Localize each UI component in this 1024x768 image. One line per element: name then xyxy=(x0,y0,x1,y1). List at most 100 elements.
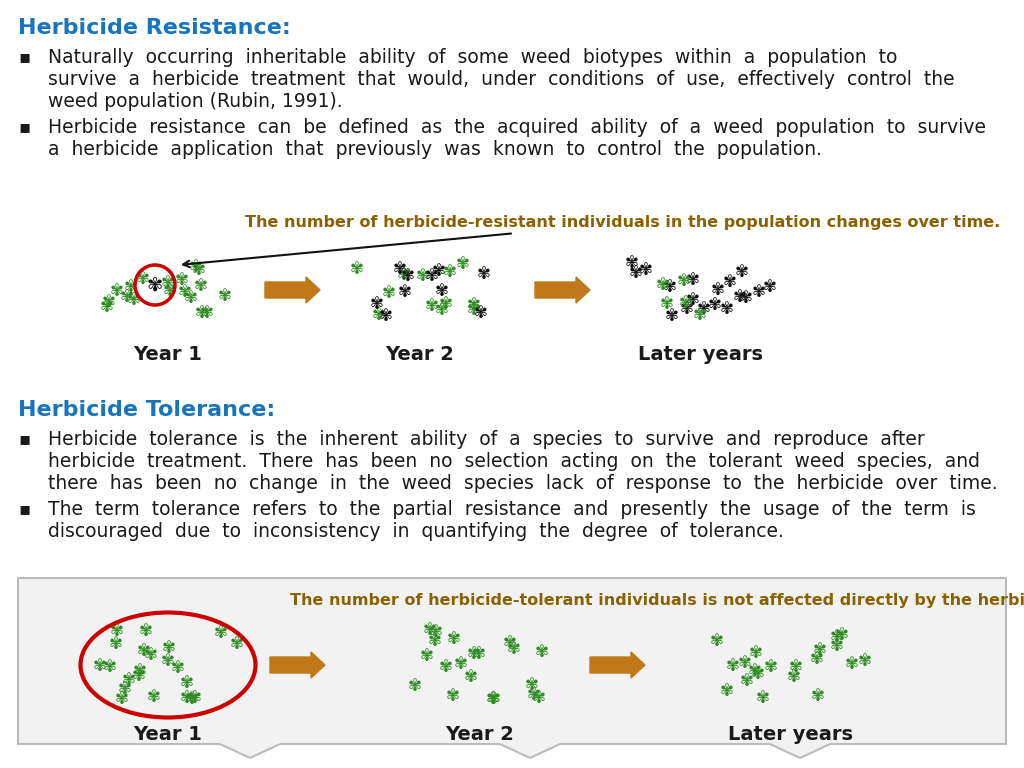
Text: ✾: ✾ xyxy=(756,690,769,707)
Text: ✾: ✾ xyxy=(734,263,749,281)
Text: ✾: ✾ xyxy=(663,278,676,296)
FancyArrow shape xyxy=(590,652,645,678)
Text: ✾: ✾ xyxy=(677,272,690,290)
Text: ✾: ✾ xyxy=(439,658,453,676)
Text: ✾: ✾ xyxy=(686,290,699,309)
Text: Later years: Later years xyxy=(727,725,853,744)
Text: The  term  tolerance  refers  to  the  partial  resistance  and  presently  the : The term tolerance refers to the partial… xyxy=(48,500,976,519)
Text: ✾: ✾ xyxy=(194,277,207,296)
Text: ✾: ✾ xyxy=(525,676,539,694)
Text: survive  a  herbicide  treatment  that  would,  under  conditions  of  use,  eff: survive a herbicide treatment that would… xyxy=(48,70,954,89)
Text: ✾: ✾ xyxy=(708,296,722,313)
Text: ✾: ✾ xyxy=(503,634,517,652)
Text: ✾: ✾ xyxy=(117,680,131,698)
Text: ✾: ✾ xyxy=(723,273,737,291)
Text: Herbicide  resistance  can  be  defined  as  the  acquired  ability  of  a  weed: Herbicide resistance can be defined as t… xyxy=(48,118,986,137)
Text: ✾: ✾ xyxy=(738,654,752,672)
Text: ✾: ✾ xyxy=(456,255,470,273)
Text: Herbicide Resistance:: Herbicide Resistance: xyxy=(18,18,291,38)
Text: herbicide  treatment.  There  has  been  no  selection  acting  on  the  toleran: herbicide treatment. There has been no s… xyxy=(48,452,980,471)
Text: ✾: ✾ xyxy=(739,672,754,690)
Text: ✾: ✾ xyxy=(638,261,652,279)
Text: ✾: ✾ xyxy=(425,297,439,315)
Text: ✾: ✾ xyxy=(485,690,499,708)
Text: ✾: ✾ xyxy=(526,687,541,704)
Text: ✾: ✾ xyxy=(720,682,734,700)
Text: ✾: ✾ xyxy=(144,646,158,664)
Text: ✾: ✾ xyxy=(829,628,844,646)
Text: ✾: ✾ xyxy=(749,661,762,680)
Text: ✾: ✾ xyxy=(200,304,214,322)
Text: ✾: ✾ xyxy=(680,300,693,318)
Text: ✾: ✾ xyxy=(401,267,415,286)
Text: ✾: ✾ xyxy=(507,640,521,657)
Text: ✾: ✾ xyxy=(446,631,461,648)
Text: ✾: ✾ xyxy=(835,626,849,644)
FancyArrow shape xyxy=(535,277,590,303)
Text: ✾: ✾ xyxy=(857,652,871,670)
Text: ✾: ✾ xyxy=(466,296,480,314)
Text: ✾: ✾ xyxy=(163,282,176,300)
Text: ✾: ✾ xyxy=(659,295,674,313)
Text: ✾: ✾ xyxy=(213,624,227,642)
Text: ✾: ✾ xyxy=(416,267,429,285)
Text: ▪: ▪ xyxy=(18,500,31,518)
Text: ✾: ✾ xyxy=(751,664,765,683)
Text: ✾: ✾ xyxy=(393,260,407,278)
Text: ✾: ✾ xyxy=(372,306,385,324)
Text: ✾: ✾ xyxy=(109,635,122,654)
Text: ✾: ✾ xyxy=(146,688,161,706)
Text: ✾: ✾ xyxy=(692,306,707,324)
Text: ✾: ✾ xyxy=(124,278,137,296)
Text: there  has  been  no  change  in  the  weed  species  lack  of  response  to  th: there has been no change in the weed spe… xyxy=(48,474,997,493)
Text: ✾: ✾ xyxy=(115,690,129,708)
Text: ✾: ✾ xyxy=(464,668,477,687)
Text: ✾: ✾ xyxy=(656,276,670,294)
Text: ✾: ✾ xyxy=(191,261,206,279)
Text: ✾: ✾ xyxy=(738,289,753,306)
Text: ✾: ✾ xyxy=(102,658,116,677)
Text: ✾: ✾ xyxy=(434,282,449,300)
Text: ✾: ✾ xyxy=(127,291,141,309)
Text: ✾: ✾ xyxy=(161,274,175,292)
Text: ✾: ✾ xyxy=(133,662,147,680)
Text: ✾: ✾ xyxy=(175,271,188,289)
Text: ✾: ✾ xyxy=(445,687,460,705)
Text: ✾: ✾ xyxy=(92,657,106,675)
Text: Herbicide Tolerance:: Herbicide Tolerance: xyxy=(18,400,275,420)
Text: Naturally  occurring  inheritable  ability  of  some  weed  biotypes  within  a : Naturally occurring inheritable ability … xyxy=(48,48,897,67)
Text: ✾: ✾ xyxy=(120,287,134,306)
Text: ✾: ✾ xyxy=(811,687,824,705)
Text: ✾: ✾ xyxy=(434,301,449,319)
Text: ✾: ✾ xyxy=(188,258,203,276)
Text: ✾: ✾ xyxy=(382,284,396,303)
Text: ✾: ✾ xyxy=(829,637,844,655)
Text: ✾: ✾ xyxy=(454,655,467,674)
Text: ✾: ✾ xyxy=(486,690,500,708)
Text: ✾: ✾ xyxy=(422,621,436,639)
Text: ✾: ✾ xyxy=(813,641,826,660)
Text: ✾: ✾ xyxy=(350,260,364,277)
Text: ✾: ✾ xyxy=(473,303,487,322)
Text: ✾: ✾ xyxy=(188,690,202,707)
Text: ✾: ✾ xyxy=(752,283,765,301)
Text: Year 1: Year 1 xyxy=(133,345,203,364)
Text: ✾: ✾ xyxy=(679,294,693,312)
Text: Year 2: Year 2 xyxy=(386,345,455,364)
FancyArrow shape xyxy=(270,652,325,678)
Text: ✾: ✾ xyxy=(720,300,734,318)
Text: ✾: ✾ xyxy=(625,253,639,272)
Text: ▪: ▪ xyxy=(18,118,31,136)
FancyArrow shape xyxy=(265,277,319,303)
Text: ✾: ✾ xyxy=(432,262,445,280)
Text: ✾: ✾ xyxy=(146,276,163,294)
Text: ✾: ✾ xyxy=(184,690,198,708)
Text: ✾: ✾ xyxy=(110,622,123,640)
Text: ✾: ✾ xyxy=(397,283,412,301)
Text: ✾: ✾ xyxy=(180,689,194,707)
Text: ✾: ✾ xyxy=(711,281,725,300)
Text: ✾: ✾ xyxy=(535,643,549,660)
Text: ✾: ✾ xyxy=(472,645,486,663)
Text: Herbicide  tolerance  is  the  inherent  ability  of  a  species  to  survive  a: Herbicide tolerance is the inherent abil… xyxy=(48,430,925,449)
Text: ✾: ✾ xyxy=(531,690,546,707)
